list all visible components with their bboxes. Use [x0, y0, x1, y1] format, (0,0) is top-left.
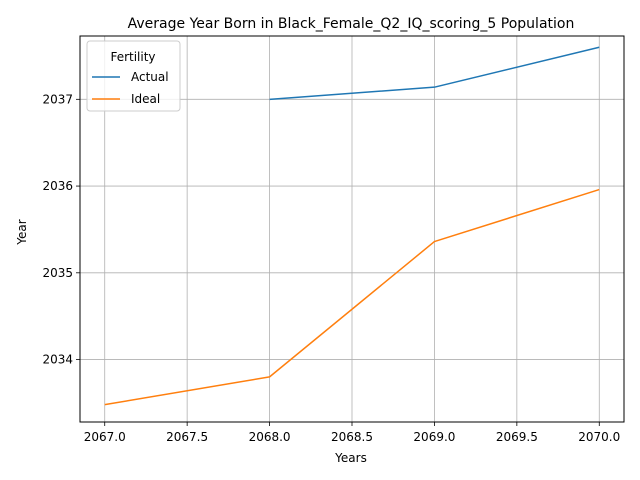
x-tick-label: 2068.0	[249, 430, 291, 444]
x-tick-label: 2070.0	[578, 430, 620, 444]
series-line-actual	[269, 46, 600, 101]
y-tick-label: 2034	[42, 353, 73, 367]
x-axis-label: Years	[334, 451, 367, 465]
x-tick-label: 2067.5	[166, 430, 208, 444]
x-tick-label: 2068.5	[331, 430, 373, 444]
y-axis-label: Year	[15, 219, 29, 245]
chart-title: Average Year Born in Black_Female_Q2_IQ_…	[128, 16, 575, 32]
x-tick-label: 2069.5	[496, 430, 538, 444]
grid-lines	[80, 36, 624, 422]
x-tick-label: 2069.0	[413, 430, 455, 444]
y-axis-ticks: 2034 2035 2036 2037	[42, 92, 80, 367]
y-tick-label: 2037	[42, 92, 73, 106]
legend-title: Fertility	[110, 50, 155, 64]
y-tick-label: 2035	[42, 266, 73, 280]
x-axis-ticks: 2067.0 2067.5 2068.0 2068.5 2069.0 2069.5 2070…	[84, 422, 620, 444]
x-tick-label: 2067.0	[84, 430, 126, 444]
y-tick-label: 2036	[42, 179, 73, 193]
series-layer	[104, 46, 600, 406]
legend-label-ideal: Ideal	[131, 92, 160, 106]
legend: Fertility Actual Ideal	[86, 40, 181, 112]
series-line-ideal	[104, 188, 600, 406]
legend-label-actual: Actual	[131, 70, 169, 84]
legend-box	[86, 40, 181, 112]
legend-items: Actual Ideal	[92, 70, 169, 106]
